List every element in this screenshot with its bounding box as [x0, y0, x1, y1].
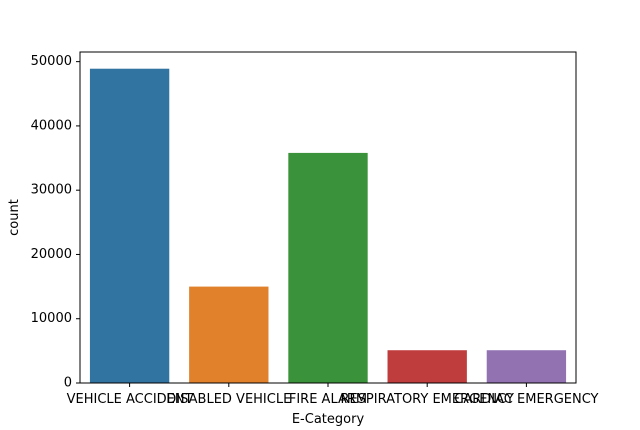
x-tick-label: CARDIAC EMERGENCY: [454, 392, 598, 407]
x-tick-label: DISABLED VEHICLE: [166, 392, 291, 407]
x-tick-label: VEHICLE ACCIDENT: [67, 392, 193, 407]
bars-group: [89, 68, 567, 383]
x-axis-label: E-Category: [292, 412, 365, 427]
bar: [189, 286, 269, 383]
y-tick-label: 50000: [31, 54, 72, 69]
y-tick-label: 40000: [31, 118, 72, 133]
y-tick-label: 30000: [31, 183, 72, 198]
y-tick-label: 10000: [31, 311, 72, 326]
x-tick-label: FIRE ALARM: [289, 392, 367, 407]
y-tick-label: 0: [64, 376, 72, 391]
plot-frame: [79, 51, 577, 384]
bar: [288, 152, 368, 383]
bar: [89, 68, 170, 383]
bar: [486, 350, 567, 383]
bar: [387, 350, 467, 383]
y-axis-label: count: [7, 199, 22, 236]
y-axis-ticks: 0 10000 20000 30000 40000 50000: [31, 54, 80, 391]
x-tick-label: RESPIRATORY EMERGENCY: [340, 392, 514, 407]
y-tick-label: 20000: [31, 247, 72, 262]
